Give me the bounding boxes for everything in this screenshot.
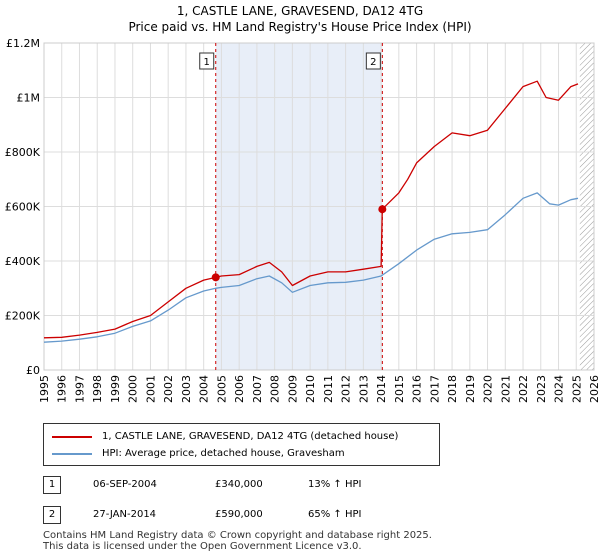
x-tick-label: 1998 <box>91 375 104 403</box>
y-tick-label: £400K <box>5 255 41 268</box>
x-tick-label: 2003 <box>180 375 193 403</box>
plot-frame <box>43 42 595 371</box>
x-tick-label: 1997 <box>73 375 86 403</box>
y-tick-label: £800K <box>5 146 41 159</box>
x-tick-label: 2011 <box>322 375 335 403</box>
y-tick-label: £600K <box>5 201 41 214</box>
transaction-price: £590,000 <box>215 509 263 520</box>
x-tick-label: 1999 <box>109 375 122 403</box>
transaction-date: 27-JAN-2014 <box>93 509 157 520</box>
x-tick-label: 2015 <box>393 375 406 403</box>
transaction-price: £340,000 <box>215 479 263 490</box>
x-tick-label: 2005 <box>215 375 228 403</box>
legend-swatch-hpi <box>52 452 92 455</box>
sale-point <box>211 273 220 282</box>
marker-label-box <box>365 52 381 70</box>
y-tick-label: £1M <box>17 92 41 105</box>
x-tick-label: 2008 <box>269 375 282 403</box>
sale-point <box>378 205 387 214</box>
x-tick-label: 2013 <box>357 375 370 403</box>
x-tick-label: 2006 <box>233 375 246 403</box>
transaction-hpi-change: 13% ↑ HPI <box>308 479 362 490</box>
marker-label-box <box>199 52 215 70</box>
x-tick-label: 2025 <box>570 375 583 403</box>
series-line-property <box>43 80 579 339</box>
x-tick-label: 2026 <box>588 375 600 403</box>
x-tick-label: 2014 <box>375 375 388 403</box>
x-tick-label: 2012 <box>340 375 353 403</box>
transaction-row: 2 27-JAN-2014 £590,000 65% ↑ HPI <box>43 506 463 526</box>
x-tick-label: 1996 <box>56 375 69 403</box>
transaction-number: 2 <box>43 506 61 524</box>
legend-item-property: 1, CASTLE LANE, GRAVESEND, DA12 4TG (det… <box>52 431 398 442</box>
plot-area: £0 £200K £400K £600K £800K £1M £1.2M 1995 1996 19… <box>5 37 600 403</box>
transaction-date: 06-SEP-2004 <box>93 479 157 490</box>
y-tick-label: £1.2M <box>6 37 40 50</box>
x-tick-label: 2000 <box>127 375 140 403</box>
legend: 1, CASTLE LANE, GRAVESEND, DA12 4TG (det… <box>43 423 440 466</box>
x-tick-label: 2018 <box>446 375 459 403</box>
x-tick-label: 2001 <box>144 375 157 403</box>
x-tick-label: 2010 <box>304 375 317 403</box>
x-tick-label: 2004 <box>198 375 211 403</box>
x-tick-label: 2017 <box>428 375 441 403</box>
x-tick-label: 2021 <box>499 375 512 403</box>
x-tick-label: 2019 <box>464 375 477 403</box>
x-tick-label: 1995 <box>38 375 51 403</box>
footer-copyright: Contains HM Land Registry data © Crown c… <box>43 530 432 541</box>
legend-swatch-property <box>52 435 92 438</box>
marker-label: 2 <box>370 57 376 68</box>
footer-licence: This data is licensed under the Open Gov… <box>43 541 362 552</box>
marker-label: 1 <box>204 57 210 68</box>
x-tick-label: 2024 <box>553 375 566 403</box>
x-tick-label: 2020 <box>482 375 495 403</box>
footer: Contains HM Land Registry data © Crown c… <box>43 530 432 552</box>
x-tick-label: 2007 <box>251 375 264 403</box>
legend-label-hpi: HPI: Average price, detached house, Grav… <box>102 448 345 459</box>
chart-title: 1, CASTLE LANE, GRAVESEND, DA12 4TG <box>176 4 424 18</box>
legend-label-property: 1, CASTLE LANE, GRAVESEND, DA12 4TG (det… <box>102 431 399 442</box>
y-tick-label: £200K <box>5 310 41 323</box>
series-line-hpi <box>43 192 579 343</box>
chart-subtitle: Price paid vs. HM Land Registry's House … <box>128 20 472 34</box>
transaction-row: 1 06-SEP-2004 £340,000 13% ↑ HPI <box>43 476 463 496</box>
y-tick-label: £0 <box>26 364 40 377</box>
transaction-hpi-change: 65% ↑ HPI <box>308 509 362 520</box>
transaction-number: 1 <box>43 476 61 494</box>
x-tick-label: 2022 <box>517 375 530 403</box>
x-tick-label: 2016 <box>411 375 424 403</box>
price-chart: £0 £200K £400K £600K £800K £1M £1.2M 1995 1996 19… <box>5 37 600 403</box>
x-tick-label: 2009 <box>286 375 299 403</box>
x-tick-label: 2002 <box>162 375 175 403</box>
legend-item-hpi: HPI: Average price, detached house, Grav… <box>52 448 345 459</box>
x-tick-label: 2023 <box>535 375 548 403</box>
